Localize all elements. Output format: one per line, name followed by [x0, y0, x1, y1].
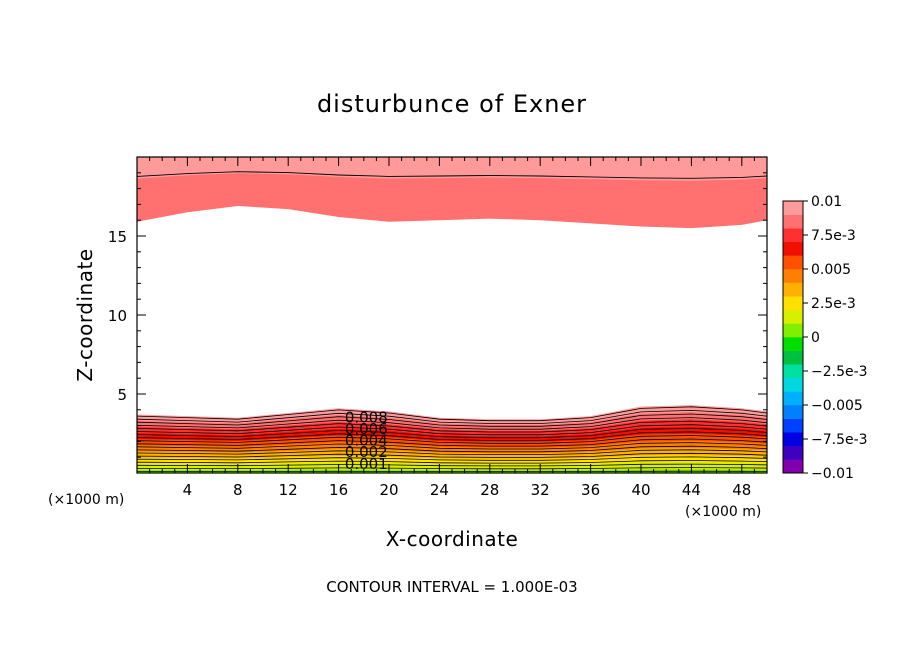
y-tick-label: 5	[117, 386, 127, 404]
x-tick-label: 20	[379, 481, 398, 499]
colorbar-swatch	[783, 459, 803, 473]
colorbar-swatch	[783, 201, 803, 215]
x-unit-left: (×1000 m)	[48, 492, 124, 508]
x-tick-label: 4	[183, 481, 193, 499]
colorbar-swatch	[783, 269, 803, 283]
y-tick-label: 10	[108, 307, 127, 325]
x-tick-label: 24	[430, 481, 449, 499]
colorbar-tick-label: −0.005	[811, 398, 863, 414]
colorbar: 0.01 7.5e-3 0.005 2.5e-3 0 −2.5e-3 −0.005 −7.5e…	[783, 194, 868, 482]
colorbar-tick-label: 0.01	[811, 194, 842, 210]
colorbar-tick-label: −7.5e-3	[811, 432, 868, 448]
x-unit-right: (×1000 m)	[685, 504, 761, 520]
colorbar-swatch	[783, 242, 803, 256]
x-tick-label: 12	[279, 481, 298, 499]
x-axis-label: X-coordinate	[386, 527, 519, 551]
x-tick-label: 44	[682, 481, 701, 499]
colorbar-swatch	[783, 391, 803, 405]
colorbar-swatch	[783, 310, 803, 324]
colorbar-swatch	[783, 378, 803, 392]
colorbar-swatch	[783, 446, 803, 460]
x-tick-label: 40	[631, 481, 650, 499]
colorbar-swatch	[783, 351, 803, 365]
colorbar-swatch	[783, 215, 803, 229]
contour-interval-note: CONTOUR INTERVAL = 1.000E-03	[326, 578, 577, 596]
colorbar-tick-label: 7.5e-3	[811, 228, 856, 244]
x-tick-label: 16	[329, 481, 348, 499]
y-tick-label: 15	[108, 228, 127, 246]
colorbar-swatch	[783, 364, 803, 378]
x-tick-label: 8	[233, 481, 243, 499]
colorbar-swatch	[783, 419, 803, 433]
colorbar-swatch	[783, 228, 803, 242]
colorbar-swatch	[783, 255, 803, 269]
colorbar-swatch	[783, 296, 803, 310]
chart-title: disturbunce of Exner	[317, 90, 587, 118]
colorbar-tick-label: −2.5e-3	[811, 364, 868, 380]
colorbar-swatch	[783, 432, 803, 446]
x-tick-label: 48	[732, 481, 751, 499]
colorbar-swatch	[783, 283, 803, 297]
colorbar-tick-label: 0	[811, 330, 820, 346]
colorbar-swatch	[783, 323, 803, 337]
colorbar-tick-label: 2.5e-3	[811, 296, 856, 312]
colorbar-tick-label: −0.01	[811, 466, 854, 482]
x-tick-label: 36	[581, 481, 600, 499]
colorbar-swatch	[783, 337, 803, 351]
x-tick-label: 32	[531, 481, 550, 499]
colorbar-swatch	[783, 405, 803, 419]
x-tick-label: 28	[480, 481, 499, 499]
colorbar-tick-label: 0.005	[811, 262, 851, 278]
y-axis-label: Z-coordinate	[73, 248, 97, 381]
